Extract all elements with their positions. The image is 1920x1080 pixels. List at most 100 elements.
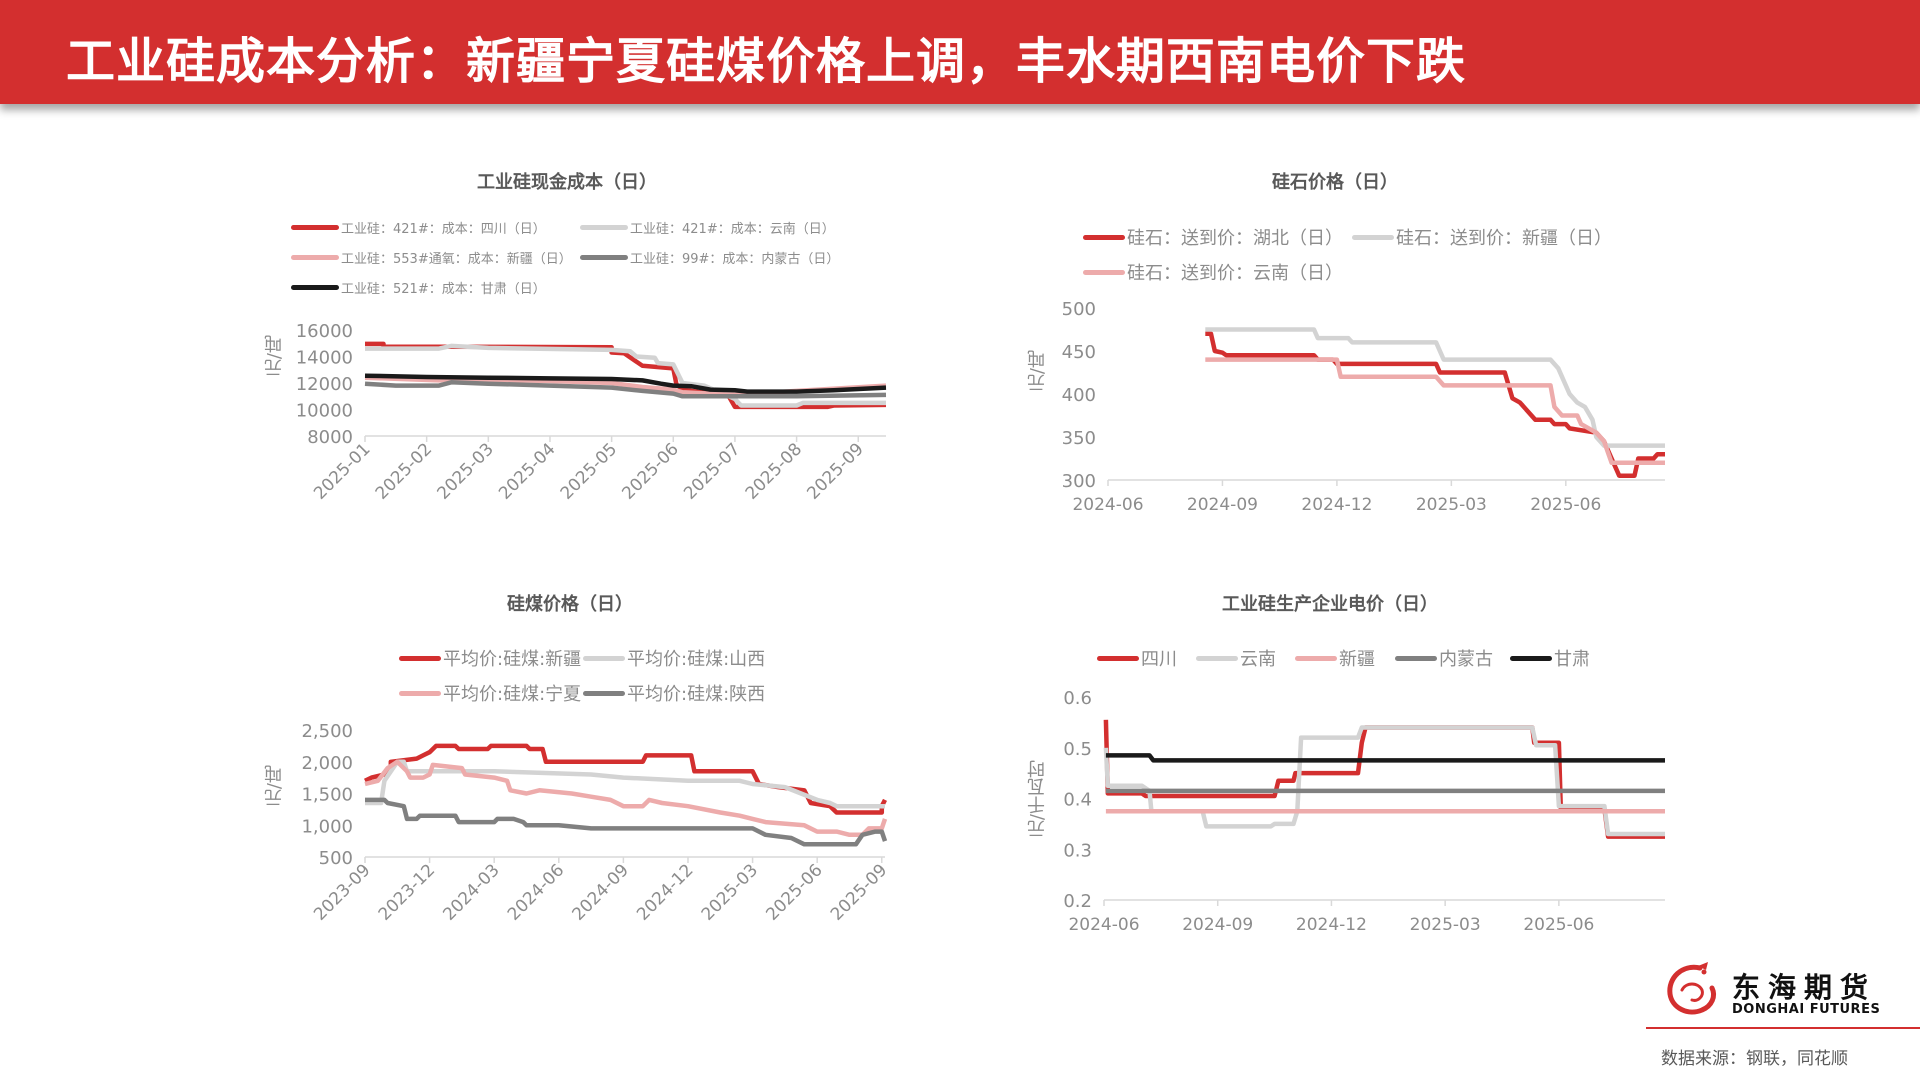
series-line: [364, 380, 887, 399]
legend-item: 硅石：送到价：新疆（日）: [1352, 224, 1612, 250]
legend-item: 平均价:硅煤:山西: [583, 645, 765, 671]
legend-swatch: [583, 655, 625, 661]
legend-item: 甘肃: [1510, 645, 1590, 671]
y-tick-label: 500: [1062, 299, 1096, 320]
legend-label: 云南: [1240, 649, 1276, 671]
legend-item: 平均价:硅煤:新疆: [399, 645, 581, 671]
x-tick-label: 2024-12: [1296, 915, 1367, 935]
legend-swatch: [291, 224, 339, 230]
legend-label: 硅石：送到价：新疆（日）: [1396, 228, 1612, 250]
series-line: [364, 743, 888, 815]
legend-label: 内蒙古: [1439, 649, 1493, 671]
legend-label: 四川: [1141, 649, 1177, 671]
legend-swatch: [291, 254, 339, 260]
chart-title: 工业硅现金成本（日）: [477, 172, 657, 193]
legend-label: 平均价:硅煤:山西: [627, 649, 766, 671]
legend-label: 硅石：送到价：云南（日）: [1127, 263, 1343, 285]
y-axis-unit-label: 元/吨: [264, 765, 285, 808]
y-axis-unit-label: 元/千瓦时: [1027, 760, 1048, 839]
series-line: [1103, 725, 1665, 837]
y-tick-label: 450: [1062, 342, 1096, 363]
series-line: [1103, 719, 1665, 839]
y-tick-label: 0.3: [1063, 840, 1092, 861]
x-tick-label: 2024-09: [1182, 915, 1253, 935]
chart-title: 工业硅生产企业电价（日）: [1222, 594, 1438, 615]
series-line: [1205, 331, 1665, 478]
y-tick-label: 1,500: [301, 785, 353, 806]
legend-label: 平均价:硅煤:宁夏: [443, 684, 582, 706]
y-tick-label: 300: [1062, 471, 1096, 492]
legend-label: 平均价:硅煤:新疆: [443, 649, 582, 671]
legend-swatch: [580, 224, 628, 230]
data-source: 数据来源：钢联，同花顺: [1661, 1049, 1848, 1069]
series-line: [364, 373, 887, 394]
legend-item: 四川: [1097, 645, 1177, 671]
legend-swatch: [399, 655, 441, 661]
chart-title: 硅石价格（日）: [1272, 172, 1398, 193]
page-title: 工业硅成本分析：新疆宁夏硅煤价格上调，丰水期西南电价下跌: [66, 33, 1467, 90]
y-tick-label: 8000: [307, 427, 353, 448]
y-axis-unit-label: 元/吨: [1027, 350, 1048, 393]
x-tick-label: 2025-06: [1523, 915, 1594, 935]
x-tick-label: 2024-06: [1068, 915, 1139, 935]
legend-item: 工业硅：99#：成本：内蒙古（日）: [580, 248, 839, 267]
x-tick-label: 2025-03: [1410, 915, 1481, 935]
series-line: [365, 343, 886, 408]
series-line: [1205, 357, 1665, 466]
legend-swatch: [1097, 655, 1139, 661]
y-tick-label: 16000: [296, 321, 353, 342]
y-tick-label: 2,000: [301, 753, 353, 774]
logo-english-name: DONGHAI FUTURES: [1732, 1002, 1881, 1017]
y-tick-label: 0.6: [1063, 688, 1092, 709]
legend-swatch: [1510, 655, 1552, 661]
legend-item: 内蒙古: [1395, 645, 1493, 671]
legend-label: 平均价:硅煤:陕西: [627, 684, 766, 706]
legend-swatch: [1196, 655, 1238, 661]
y-tick-label: 0.5: [1063, 739, 1092, 760]
legend-item: 硅石：送到价：云南（日）: [1083, 259, 1343, 285]
legend-item: 新疆: [1295, 645, 1375, 671]
legend-swatch: [1083, 234, 1125, 240]
y-tick-label: 14000: [296, 348, 353, 369]
y-tick-label: 500: [319, 848, 353, 869]
legend-swatch: [399, 690, 441, 696]
y-tick-label: 400: [1062, 385, 1096, 406]
legend-label: 工业硅：521#：成本：甘肃（日）: [341, 281, 546, 297]
legend-item: 工业硅：553#通氧：成本：新疆（日）: [291, 248, 572, 267]
y-tick-label: 0.4: [1063, 790, 1092, 811]
legend-item: 平均价:硅煤:宁夏: [399, 680, 581, 706]
y-axis-unit-label: 元/吨: [264, 335, 285, 378]
x-tick-label: 2025-03: [1416, 495, 1487, 515]
legend-swatch: [1395, 655, 1437, 661]
legend-label: 工业硅：421#：成本：四川（日）: [341, 221, 546, 237]
chart-title: 硅煤价格（日）: [507, 594, 633, 615]
legend-swatch: [1083, 269, 1125, 275]
series-line: [1105, 753, 1665, 763]
x-tick-label: 2024-06: [1072, 495, 1143, 515]
x-tick-label: 2024-12: [1301, 495, 1372, 515]
footer-divider: [1646, 1027, 1920, 1029]
logo-chinese-name: 东海期货: [1732, 971, 1877, 1004]
y-tick-label: 10000: [296, 401, 353, 422]
legend-item: 硅石：送到价：湖北（日）: [1083, 224, 1343, 250]
dragon-logo-icon: [1667, 962, 1717, 1015]
legend-label: 工业硅：99#：成本：内蒙古（日）: [630, 251, 840, 267]
legend-item: 工业硅：421#：成本：四川（日）: [291, 218, 546, 237]
legend-label: 新疆: [1339, 649, 1375, 671]
legend-swatch: [291, 284, 339, 290]
legend-swatch: [580, 254, 628, 260]
y-tick-label: 0.2: [1063, 891, 1092, 912]
x-tick-label: 2024-09: [1187, 495, 1258, 515]
legend-label: 工业硅：421#：成本：云南（日）: [630, 221, 835, 237]
y-tick-label: 2,500: [301, 721, 353, 742]
legend-swatch: [583, 690, 625, 696]
donghai-futures-logo: 东海期货 DONGHAI FUTURES: [1660, 960, 1880, 1020]
series-line: [365, 797, 888, 847]
y-tick-label: 350: [1062, 428, 1096, 449]
legend-label: 硅石：送到价：湖北（日）: [1127, 228, 1343, 250]
legend-swatch: [1295, 655, 1337, 661]
